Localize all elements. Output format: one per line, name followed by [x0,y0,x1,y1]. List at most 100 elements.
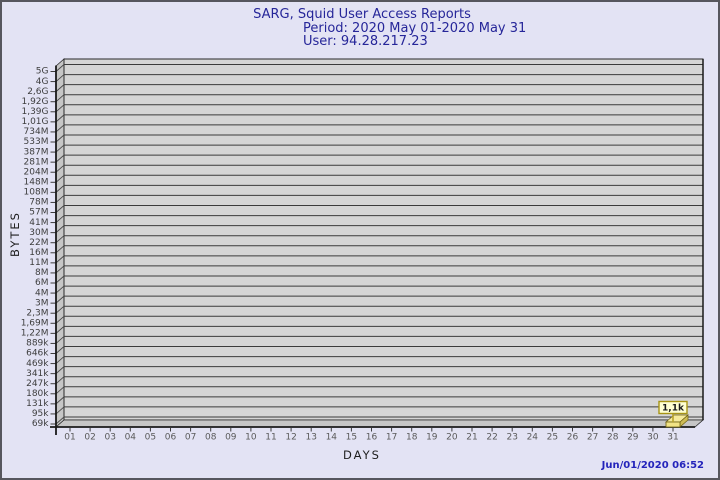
wall-hatch-line [55,285,65,294]
wall-hatch-line [55,144,65,153]
generation-timestamp: Jun/01/2020 06:52 [601,460,704,471]
x-tick-label: 14 [326,433,338,443]
x-tick-label: 02 [84,433,95,443]
x-tick-label: 11 [265,433,276,443]
wall-hatch-line [55,134,65,143]
wall-hatch-line [55,366,65,374]
y-tick-label: 30M [29,228,48,238]
wall-hatch-line [55,104,65,113]
y-tick-label: 131k [26,399,49,409]
wall-hatch-line [55,114,65,123]
wall-hatch-line [55,185,65,193]
x-axis-title: DAYS [343,448,381,462]
wall-hatch-line [55,275,65,284]
bar-front-face [665,421,681,428]
y-tick-label: 1,01G [21,117,48,127]
y-tick-label: 22M [29,238,48,248]
y-tick-label: 6M [35,278,49,288]
wall-hatch-line [55,346,65,354]
y-tick-label: 4G [36,77,49,87]
y-axis-title: BYTES [8,211,22,257]
x-tick-label: 20 [446,433,458,443]
x-tick-label: 07 [185,433,196,443]
y-tick-label: 469k [26,359,49,369]
wall-hatch-line [55,255,65,264]
x-tick-label: 21 [466,433,477,443]
y-tick-label: 148M [24,177,49,187]
x-tick-label: 06 [165,433,177,443]
y-tick-label: 387M [24,147,49,157]
wall-hatch-line [55,205,65,213]
x-tick-label: 23 [506,433,517,443]
x-tick-label: 24 [527,433,539,443]
wall-hatch-line [55,406,65,415]
x-tick-label: 31 [667,433,678,443]
wall-hatch-line [55,174,65,183]
y-tick-label: 341k [26,369,49,379]
y-tick-label: 1,39G [21,107,48,117]
wall-hatch-line [55,235,65,244]
wall-hatch-line [55,195,65,203]
x-tick-label: 22 [486,433,497,443]
y-tick-label: 78M [29,198,48,208]
x-tick-label: 19 [426,433,438,443]
x-tick-label: 29 [627,433,639,443]
wall-hatch-line [55,94,65,103]
x-tick-label: 30 [647,433,659,443]
wall-hatch-line [55,84,65,92]
wall-hatch-line [55,376,65,385]
y-tick-label: 57M [29,208,48,218]
report-title: SARG, Squid User Access Reports [253,7,471,22]
wall-hatch-line [55,305,65,314]
y-tick-label: 247k [26,379,49,389]
x-tick-label: 08 [205,433,217,443]
x-tick-label: 01 [64,433,75,443]
x-tick-label: 16 [366,433,378,443]
annotation-box [658,400,688,415]
x-tick-label: 12 [285,433,296,443]
y-tick-label: 1,69M [21,318,49,328]
report-period: Period: 2020 May 01-2020 May 31 [303,21,527,36]
x-tick-label: 09 [225,433,237,443]
x-tick-label: 17 [386,433,397,443]
x-tick-label: 05 [145,433,156,443]
wall-hatch-line [55,245,65,254]
x-tick-label: 03 [104,433,115,443]
wall-hatch-line [55,356,65,364]
y-tick-label: 1,22M [21,329,49,339]
x-tick-label: 28 [607,433,619,443]
wall-hatch-line [55,416,65,425]
y-tick-label: 204M [24,167,49,177]
y-tick-label: 3M [35,298,49,308]
y-tick-label: 1,92G [21,97,48,107]
x-tick-label: 04 [125,433,137,443]
wall-hatch-line [55,124,65,133]
x-tick-label: 27 [587,433,598,443]
y-tick-label: 646k [26,349,49,359]
y-tick-label: 2,6G [27,87,48,97]
plot-left-wall [55,58,65,428]
wall-hatch-line [55,164,65,173]
y-tick-label: 41M [29,218,48,228]
plot-back-wall [63,58,704,421]
y-tick-label: 95k [32,409,49,419]
y-tick-label: 16M [29,248,48,258]
y-tick-label: 4M [35,288,49,298]
y-tick-label: 5G [36,67,49,77]
x-tick-label: 18 [406,433,418,443]
wall-hatch-line [55,215,65,223]
wall-hatch-line [55,326,65,334]
plot-floor [54,419,705,428]
annotation-value-label: 1,1k [662,404,685,414]
wall-hatch-line [55,225,65,233]
y-tick-label: 533M [24,137,49,147]
wall-hatch-line [55,64,65,72]
x-tick-label: 26 [567,433,579,443]
x-tick-label: 15 [346,433,357,443]
wall-hatch-line [55,396,65,405]
y-tick-label: 69k [32,419,49,429]
y-tick-label: 8M [35,268,49,278]
wall-hatch-line [55,386,65,395]
y-tick-label: 2,3M [26,308,48,318]
